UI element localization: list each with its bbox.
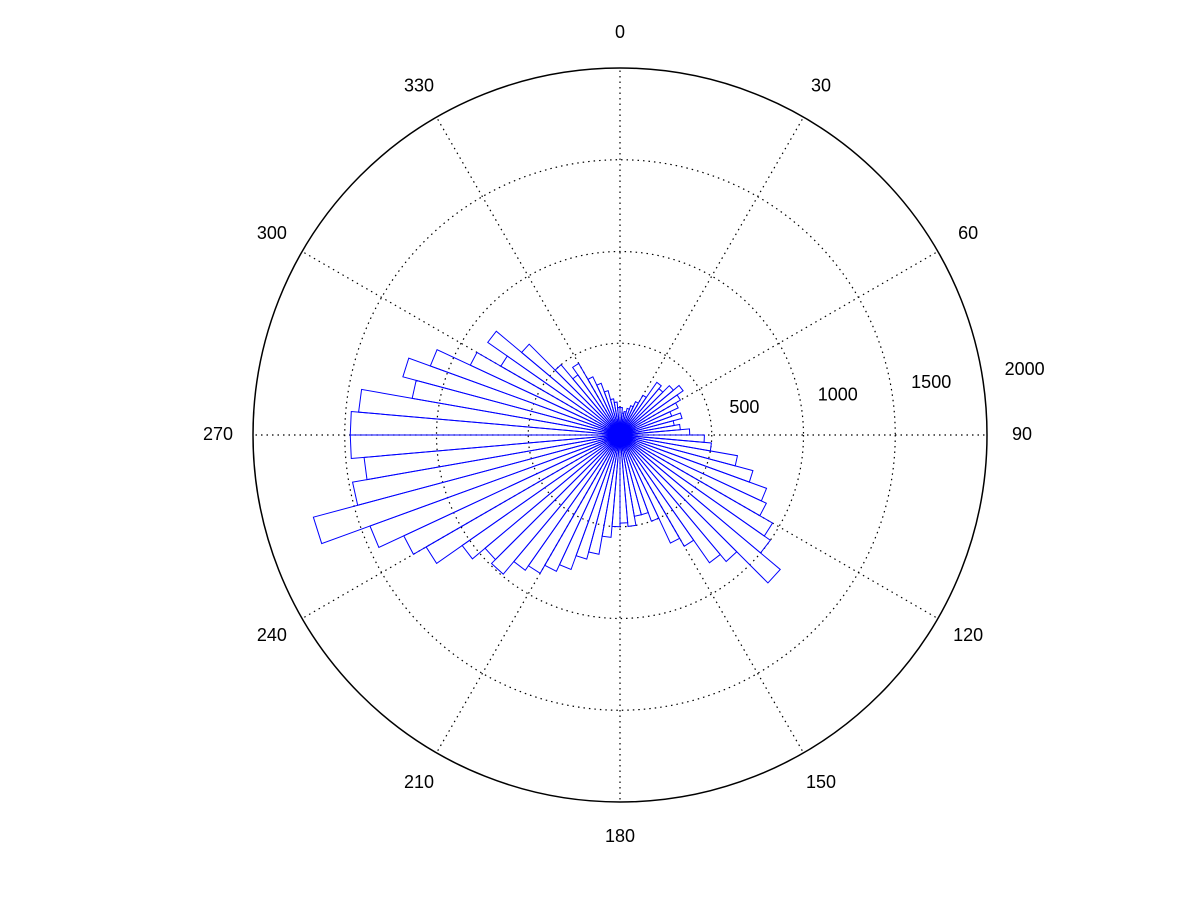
grid-ring	[435, 250, 805, 620]
theta-tick-label: 210	[404, 772, 434, 792]
theta-tick-label: 60	[958, 223, 978, 243]
r-tick-label: 1000	[818, 384, 858, 404]
theta-tick-label: 180	[605, 826, 635, 846]
outer-ring	[252, 67, 988, 803]
theta-tick-label: 30	[811, 76, 831, 96]
theta-tick-label: 330	[404, 76, 434, 96]
rose-wedge	[617, 406, 621, 436]
theta-tick-label: 0	[615, 22, 625, 42]
theta-tick-label: 270	[203, 424, 233, 444]
grid-spoke	[619, 116, 805, 436]
theta-tick-label: 300	[257, 223, 287, 243]
r-tick-label: 1500	[911, 372, 951, 392]
theta-tick-label: 90	[1012, 424, 1032, 444]
theta-tick-label: 150	[806, 772, 836, 792]
r-tick-label: 500	[729, 397, 759, 417]
theta-tick-label: 120	[953, 625, 983, 645]
r-tick-label: 2000	[1005, 359, 1045, 379]
theta-tick-label: 240	[257, 625, 287, 645]
